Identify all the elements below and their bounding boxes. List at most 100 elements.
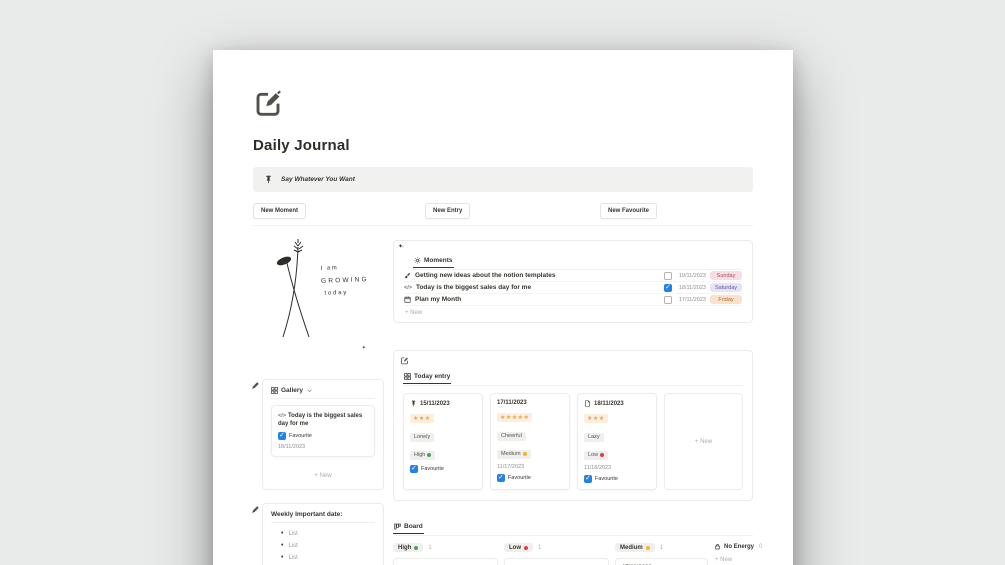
- entry-date: 15/11/2023: [420, 400, 450, 407]
- board-column-medium: Medium 1 17/11/2023 Favourite ★★★★★: [615, 543, 708, 565]
- board-column-high: High 1 19/11/2023 Life is f: [393, 543, 498, 565]
- gallery-block: Gallery </> Today is the biggest sales da…: [252, 379, 384, 490]
- moment-row[interactable]: </> Today is the biggest sales day for m…: [404, 282, 742, 294]
- column-count: 1: [659, 544, 664, 551]
- callout-text: Say Whatever You Want: [281, 176, 355, 183]
- gallery-view-header[interactable]: Gallery: [271, 387, 375, 399]
- mood-chip: Lazy: [584, 432, 604, 442]
- favourite-label: Favourite: [508, 475, 531, 481]
- rating-stars: ★★★: [584, 414, 608, 423]
- favourite-label: Favourite: [595, 476, 618, 482]
- board-column-low: Low 1 18/11/2023: [504, 543, 609, 565]
- entry-sub-date: 11/17/2023: [497, 464, 525, 470]
- rating-stars: ★★★★★: [497, 413, 533, 422]
- moment-title: Getting new ideas about the notion templ…: [415, 272, 556, 279]
- energy-dot: [600, 453, 605, 457]
- energy-dot: [524, 545, 528, 550]
- pin-icon: [266, 175, 271, 184]
- list-item[interactable]: List: [281, 552, 375, 564]
- favourite-checkbox[interactable]: [410, 464, 418, 473]
- gallery-new-button[interactable]: + New: [314, 473, 332, 479]
- handwritten-quote: I am GROWING today: [320, 265, 370, 297]
- entry-card[interactable]: 15/11/2023 ★★★ Lonely High Favourite: [403, 393, 483, 490]
- list-item[interactable]: List: [281, 528, 375, 540]
- calendar-icon: [404, 296, 411, 303]
- energy-dot: [522, 452, 527, 456]
- gallery-card-title: Today is the biggest sales day for me: [278, 413, 363, 427]
- moments-panel: ✦˖ Moments: [393, 240, 753, 323]
- favourite-label: Favourite: [421, 466, 444, 472]
- board-card[interactable]: 18/11/2023 Favourite ★★★: [504, 558, 609, 565]
- weekly-block: Weekly Important date: List List List Li…: [252, 503, 384, 565]
- moments-new-button[interactable]: + New: [405, 310, 423, 316]
- board-section: Board High 1: [393, 517, 762, 565]
- new-entry-button[interactable]: New Entry: [425, 203, 471, 219]
- tab-board[interactable]: Board: [393, 523, 424, 534]
- energy-chip: Low: [584, 450, 609, 460]
- moment-date: 18/11/2023: [678, 284, 706, 291]
- moment-title: Today is the biggest sales day for me: [415, 284, 532, 291]
- new-moment-button[interactable]: New Moment: [253, 203, 307, 219]
- tab-board-label: Board: [404, 523, 423, 530]
- divider: [253, 225, 753, 226]
- chevron-down-icon: [307, 388, 312, 392]
- moment-row[interactable]: Getting new ideas about the notion templ…: [404, 270, 742, 282]
- day-badge: Friday: [710, 295, 742, 304]
- board-icon: [394, 523, 401, 530]
- board-card[interactable]: 19/11/2023 Life is full of surprises Fav…: [393, 558, 498, 565]
- moment-checkbox[interactable]: [664, 283, 672, 292]
- gallery-view-label: Gallery: [281, 387, 304, 394]
- moment-title: Plan my Month: [415, 296, 462, 303]
- entry-card[interactable]: 18/11/2023 ★★★ Lazy Low 11/18/2023 Favou…: [577, 393, 657, 490]
- day-badge: Sunday: [710, 271, 742, 280]
- tab-today-entry[interactable]: Today entry: [403, 373, 452, 384]
- energy-dot: [427, 453, 432, 457]
- column-header-pill[interactable]: Medium: [615, 543, 655, 552]
- rating-stars: ★★★: [410, 414, 434, 423]
- column-count: 1: [538, 544, 542, 551]
- tab-moments[interactable]: Moments: [413, 257, 454, 268]
- page-icon: [585, 400, 590, 407]
- favourite-checkbox[interactable]: [497, 473, 505, 482]
- edit-page-icon[interactable]: [253, 88, 283, 118]
- today-entry-panel: Today entry 15/11/2023 ★★: [393, 350, 753, 501]
- weekly-header-label: Weekly Important date:: [271, 511, 343, 518]
- callout[interactable]: Say Whatever You Want: [253, 167, 753, 192]
- list-item[interactable]: List: [281, 540, 375, 552]
- weekly-list: List List List List: [271, 528, 375, 565]
- sun-icon: [414, 257, 421, 264]
- column-count: 1: [428, 544, 432, 551]
- favourite-checkbox[interactable]: [278, 431, 286, 440]
- column-header[interactable]: No Energy: [714, 543, 754, 550]
- tab-today-entry-label: Today entry: [414, 373, 451, 380]
- entry-card[interactable]: 17/11/2023 ★★★★★ Cheerful Medium 11/17/2…: [490, 393, 570, 490]
- tab-moments-label: Moments: [424, 257, 453, 264]
- plant-illustration: I am GROWING today ✦: [253, 235, 384, 351]
- energy-chip: High: [410, 450, 436, 460]
- entry-date: 17/11/2023: [497, 400, 527, 406]
- board-column-no-energy: No Energy 0 + New: [714, 543, 762, 564]
- entry-new-card[interactable]: + New: [664, 393, 743, 490]
- column-header-pill[interactable]: High: [393, 543, 424, 552]
- energy-chip: Medium: [497, 449, 531, 459]
- energy-dot: [645, 545, 650, 550]
- moment-date: 19/11/2023: [678, 272, 706, 279]
- board-card[interactable]: 17/11/2023 Favourite ★★★★★: [615, 558, 708, 565]
- mood-chip: Lonely: [410, 432, 435, 442]
- paintbrush-icon: [404, 272, 411, 279]
- favourite-checkbox[interactable]: [584, 474, 592, 483]
- board-new-button[interactable]: + New: [715, 557, 733, 563]
- new-favourite-button[interactable]: New Favourite: [600, 203, 658, 219]
- day-badge: Saturday: [710, 283, 742, 292]
- moment-row[interactable]: Plan my Month 17/11/2023 Friday: [404, 294, 742, 306]
- code-icon: </>: [404, 284, 412, 291]
- sparkle-icon: ✦: [361, 345, 366, 351]
- gallery-card-date: 18/11/2023: [278, 444, 306, 450]
- pencil-icon: [252, 506, 259, 513]
- pin-icon: [411, 400, 416, 407]
- moment-checkbox[interactable]: [664, 271, 672, 280]
- moment-checkbox[interactable]: [664, 295, 672, 304]
- gallery-card[interactable]: </> Today is the biggest sales day for me…: [271, 405, 375, 457]
- favourite-label: Favourite: [289, 433, 312, 439]
- column-header-pill[interactable]: Low: [504, 543, 533, 552]
